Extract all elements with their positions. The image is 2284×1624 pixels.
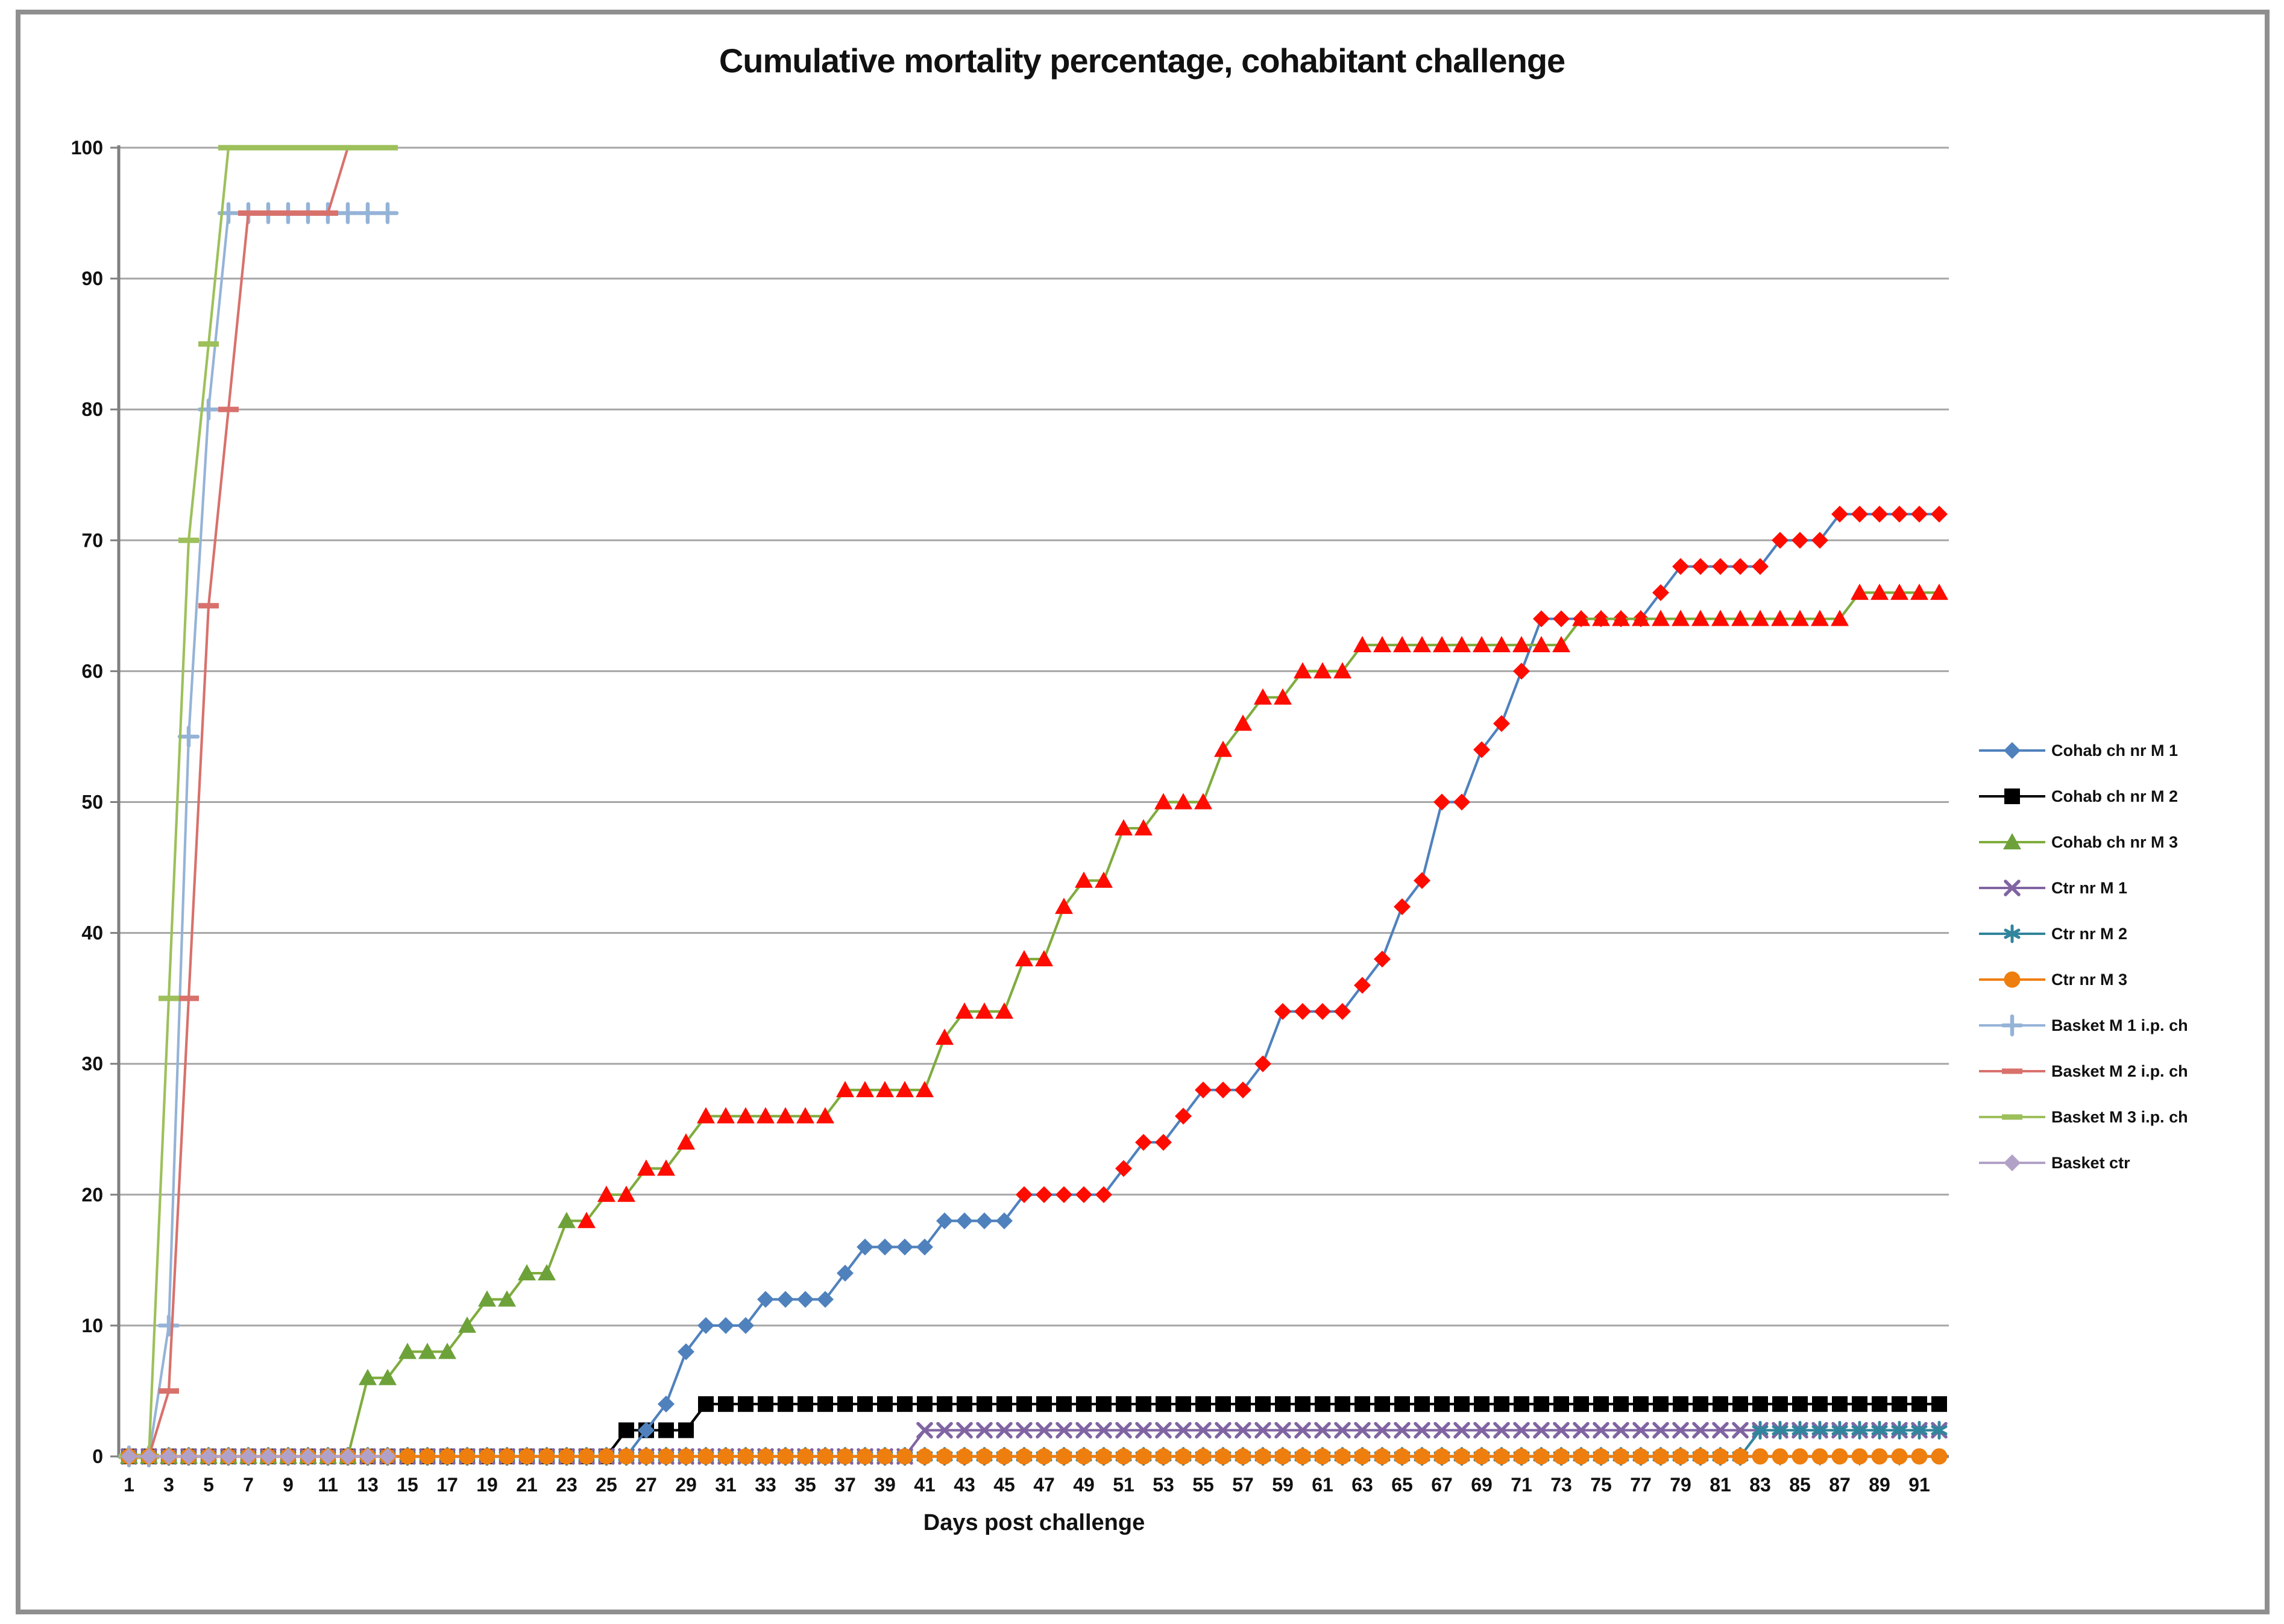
legend-label: Cohab ch nr M 3 <box>2051 832 2179 851</box>
svg-text:71: 71 <box>1511 1474 1532 1496</box>
legend-swatch-diamond-icon <box>1979 1154 2045 1171</box>
legend-item: Basket M 3 i.p. ch <box>1979 1094 2188 1140</box>
svg-text:100: 100 <box>71 137 103 159</box>
svg-text:29: 29 <box>675 1474 697 1496</box>
svg-text:33: 33 <box>755 1474 776 1496</box>
figure-border <box>16 10 2270 1614</box>
svg-text:5: 5 <box>203 1474 214 1496</box>
legend: Cohab ch nr M 1 Cohab ch nr M 2 Cohab ch n… <box>1979 728 2188 1186</box>
legend-swatch-star-icon <box>1979 924 2045 943</box>
legend-swatch-square-icon <box>1979 788 2045 804</box>
legend-item: Ctr nr M 1 <box>1979 865 2188 911</box>
svg-text:23: 23 <box>556 1474 577 1496</box>
legend-swatch-x-icon <box>1979 880 2045 896</box>
svg-text:53: 53 <box>1153 1474 1174 1496</box>
svg-text:27: 27 <box>635 1474 657 1496</box>
svg-text:55: 55 <box>1192 1474 1214 1496</box>
legend-item: Basket ctr <box>1979 1140 2188 1186</box>
svg-text:79: 79 <box>1670 1474 1691 1496</box>
svg-text:49: 49 <box>1073 1474 1095 1496</box>
svg-text:45: 45 <box>993 1474 1015 1496</box>
legend-label: Ctr nr M 2 <box>2051 924 2128 943</box>
svg-text:51: 51 <box>1113 1474 1134 1496</box>
legend-swatch-plus-icon <box>1979 1014 2045 1037</box>
svg-text:47: 47 <box>1033 1474 1055 1496</box>
svg-text:9: 9 <box>283 1474 294 1496</box>
svg-text:39: 39 <box>874 1474 896 1496</box>
svg-text:69: 69 <box>1471 1474 1493 1496</box>
legend-swatch-circle-icon <box>1979 971 2045 988</box>
legend-item: Ctr nr M 3 <box>1979 957 2188 1002</box>
legend-label: Ctr nr M 3 <box>2051 970 2128 989</box>
chart-title: Cumulative mortality percentage, cohabit… <box>719 42 1565 80</box>
svg-text:43: 43 <box>954 1474 975 1496</box>
series-ctr-nr-m-3 <box>121 1448 1948 1465</box>
svg-text:35: 35 <box>794 1474 816 1496</box>
legend-item: Basket M 2 i.p. ch <box>1979 1048 2188 1094</box>
svg-text:75: 75 <box>1590 1474 1612 1496</box>
series-cohab-ch-nr-m-1 <box>121 505 1948 1465</box>
legend-swatch-diamond-icon <box>1979 742 2045 759</box>
svg-text:21: 21 <box>516 1474 538 1496</box>
svg-text:67: 67 <box>1431 1474 1453 1496</box>
svg-text:31: 31 <box>715 1474 737 1496</box>
legend-swatch-dash-icon <box>1979 1114 2045 1120</box>
legend-label: Cohab ch nr M 2 <box>2051 787 2179 805</box>
legend-label: Basket ctr <box>2051 1153 2130 1172</box>
x-axis-title: Days post challenge <box>923 1510 1145 1535</box>
series-basket-ctr <box>121 1448 396 1465</box>
legend-label: Ctr nr M 1 <box>2051 878 2128 897</box>
svg-text:81: 81 <box>1710 1474 1731 1496</box>
svg-text:10: 10 <box>81 1315 103 1336</box>
svg-text:90: 90 <box>81 268 103 289</box>
svg-text:61: 61 <box>1312 1474 1333 1496</box>
svg-text:83: 83 <box>1749 1474 1771 1496</box>
svg-text:63: 63 <box>1351 1474 1373 1496</box>
svg-text:30: 30 <box>81 1053 103 1075</box>
svg-text:59: 59 <box>1272 1474 1294 1496</box>
svg-text:37: 37 <box>834 1474 856 1496</box>
svg-text:25: 25 <box>596 1474 617 1496</box>
legend-swatch-triangle-icon <box>1979 833 2045 849</box>
svg-text:7: 7 <box>243 1474 254 1496</box>
legend-label: Cohab ch nr M 1 <box>2051 741 2179 760</box>
svg-text:85: 85 <box>1789 1474 1811 1496</box>
svg-text:89: 89 <box>1869 1474 1890 1496</box>
svg-text:17: 17 <box>436 1474 458 1496</box>
legend-label: Basket M 2 i.p. ch <box>2051 1062 2188 1080</box>
svg-text:50: 50 <box>81 792 103 813</box>
series-cohab-ch-nr-m-3 <box>120 584 1948 1464</box>
svg-text:70: 70 <box>81 529 103 551</box>
svg-text:40: 40 <box>81 922 103 944</box>
svg-text:1: 1 <box>124 1474 134 1496</box>
legend-item: Cohab ch nr M 1 <box>1979 728 2188 773</box>
svg-text:13: 13 <box>357 1474 379 1496</box>
svg-text:77: 77 <box>1630 1474 1652 1496</box>
legend-item: Basket M 1 i.p. ch <box>1979 1002 2188 1048</box>
svg-text:65: 65 <box>1391 1474 1413 1496</box>
svg-text:60: 60 <box>81 660 103 682</box>
legend-label: Basket M 3 i.p. ch <box>2051 1107 2188 1126</box>
svg-text:57: 57 <box>1232 1474 1254 1496</box>
legend-item: Ctr nr M 2 <box>1979 911 2188 957</box>
series-basket-m-1-i-p-ch <box>118 202 399 1468</box>
svg-text:11: 11 <box>318 1474 338 1496</box>
svg-text:80: 80 <box>81 398 103 420</box>
legend-item: Cohab ch nr M 2 <box>1979 773 2188 819</box>
svg-text:91: 91 <box>1908 1474 1930 1496</box>
svg-text:73: 73 <box>1550 1474 1572 1496</box>
svg-text:20: 20 <box>81 1184 103 1206</box>
svg-text:15: 15 <box>397 1474 418 1496</box>
legend-label: Basket M 1 i.p. ch <box>2051 1016 2188 1034</box>
svg-text:19: 19 <box>476 1474 498 1496</box>
svg-text:0: 0 <box>92 1446 103 1467</box>
legend-swatch-dash-icon <box>1979 1068 2045 1074</box>
svg-text:41: 41 <box>914 1474 936 1496</box>
svg-text:3: 3 <box>163 1474 174 1496</box>
legend-item: Cohab ch nr M 3 <box>1979 819 2188 865</box>
series-ctr-nr-m-2 <box>121 1421 1948 1466</box>
svg-text:87: 87 <box>1829 1474 1851 1496</box>
